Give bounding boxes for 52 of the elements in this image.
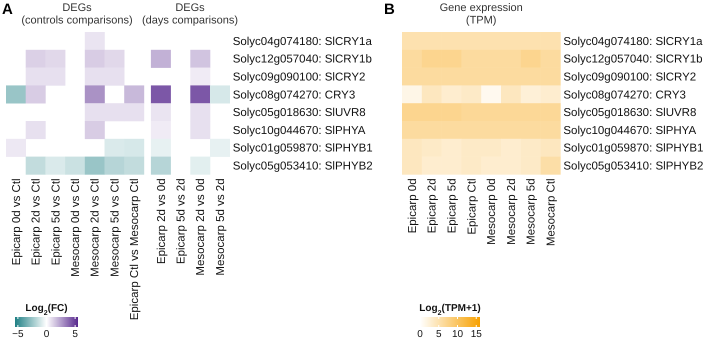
- text: A: [2, 1, 13, 18]
- y-tick-label: Solyc05g018630: SlUVR8: [563, 107, 696, 120]
- color-bar-label: 5: [72, 329, 78, 340]
- y-tick-label: Solyc05g053410: SlPHYB2: [232, 160, 373, 172]
- colorbar: Log$_{2}$(TPM+1) 0 5 10 15: [417, 303, 482, 340]
- y-tick-label: Solyc12g057040: SlCRY1b: [232, 54, 372, 66]
- y-tick-label: Solyc10g044670: SlPHYA: [232, 124, 366, 137]
- x-tick-label: Mesocarp Ctl: [546, 178, 558, 246]
- color-bar-label: 0: [44, 329, 50, 340]
- x-tick-label: Mesocarp 0d vs Ctl: [70, 178, 82, 277]
- x-tick-label: Epicarp Ctl vs Mesocarp Ctl: [129, 178, 142, 320]
- y-tick-label: Solyc08g074270: CRY3: [232, 89, 356, 102]
- colorbar: Log$_{2}$(FC) −5 0 5: [12, 303, 78, 340]
- chart-subtitle: (TPM): [466, 14, 496, 26]
- text: DEGs (days comparisons): [142, 2, 238, 26]
- y-tick-label: Solyc04g074180: SlCRY1a: [232, 36, 372, 48]
- x-tick-label: Epicarp 5d: [446, 178, 458, 234]
- x-tick-label: Mesocarp 2d: [506, 178, 518, 245]
- color-bar-label: 0: [417, 329, 424, 340]
- y-tick-label: Solyc10g044670: SlPHYA: [563, 124, 696, 137]
- x-tick-label: Mesocarp 0d: [486, 178, 498, 245]
- y-tick-label: Solyc04g074180: SlCRY1a: [563, 36, 704, 48]
- y-tick-label: Solyc05g018630: SlUVR8: [232, 107, 366, 120]
- x-tick-label: Epicarp 0d: [406, 178, 419, 234]
- y-tick-label: Solyc01g059870: SlPHYB1: [232, 142, 373, 155]
- x-tick-label: Epicarp 2d: [426, 178, 439, 234]
- x-tick-label: Epicarp 0d vs Ctl: [10, 178, 23, 266]
- color-bar-title: Log$_{2}$(TPM+1): [419, 303, 481, 316]
- color-bar-label: 5: [436, 329, 442, 340]
- x-tick-label: Mesocarp 5d vs 2d: [214, 178, 227, 276]
- text: B: [384, 1, 395, 18]
- text: DEGs (controls comparisons): [21, 2, 133, 26]
- x-tick-label: Mesocarp 5d vs Ctl: [109, 178, 122, 277]
- x-tick-label: Epicarp 2d vs Ctl: [30, 178, 43, 266]
- x-tick-label: Epicarp Ctl: [466, 178, 478, 235]
- x-tick-label: Epicarp 2d vs 0d: [156, 178, 168, 264]
- x-tick-label: Mesocarp 2d vs Ctl: [90, 178, 102, 277]
- y-tick-label: Solyc09g090100: SlCRY2: [563, 72, 696, 84]
- color-bar-label: 15: [470, 329, 482, 340]
- color-bar-label: 10: [452, 329, 464, 340]
- x-tick-label: Epicarp 5d vs 2d: [175, 178, 188, 264]
- y-tick-label: Solyc05g053410: SlPHYB2: [563, 160, 704, 172]
- y-tick-label: Solyc09g090100: SlCRY2: [232, 72, 366, 84]
- y-tick-label: Solyc01g059870: SlPHYB1: [563, 142, 704, 155]
- x-tick-label: Mesocarp 5d: [526, 178, 538, 245]
- color-bar-title: Log$_{2}$(FC): [25, 303, 68, 316]
- x-tick-label: Epicarp 5d vs Ctl: [50, 178, 62, 266]
- color-bar-label: −5: [12, 329, 24, 340]
- x-tick-label: Mesocarp 2d vs 0d: [195, 178, 208, 276]
- chart-title: Gene expression: [440, 2, 523, 14]
- y-tick-label: Solyc12g057040: SlCRY1b: [563, 54, 703, 66]
- y-tick-label: Solyc08g074270: CRY3: [563, 89, 686, 102]
